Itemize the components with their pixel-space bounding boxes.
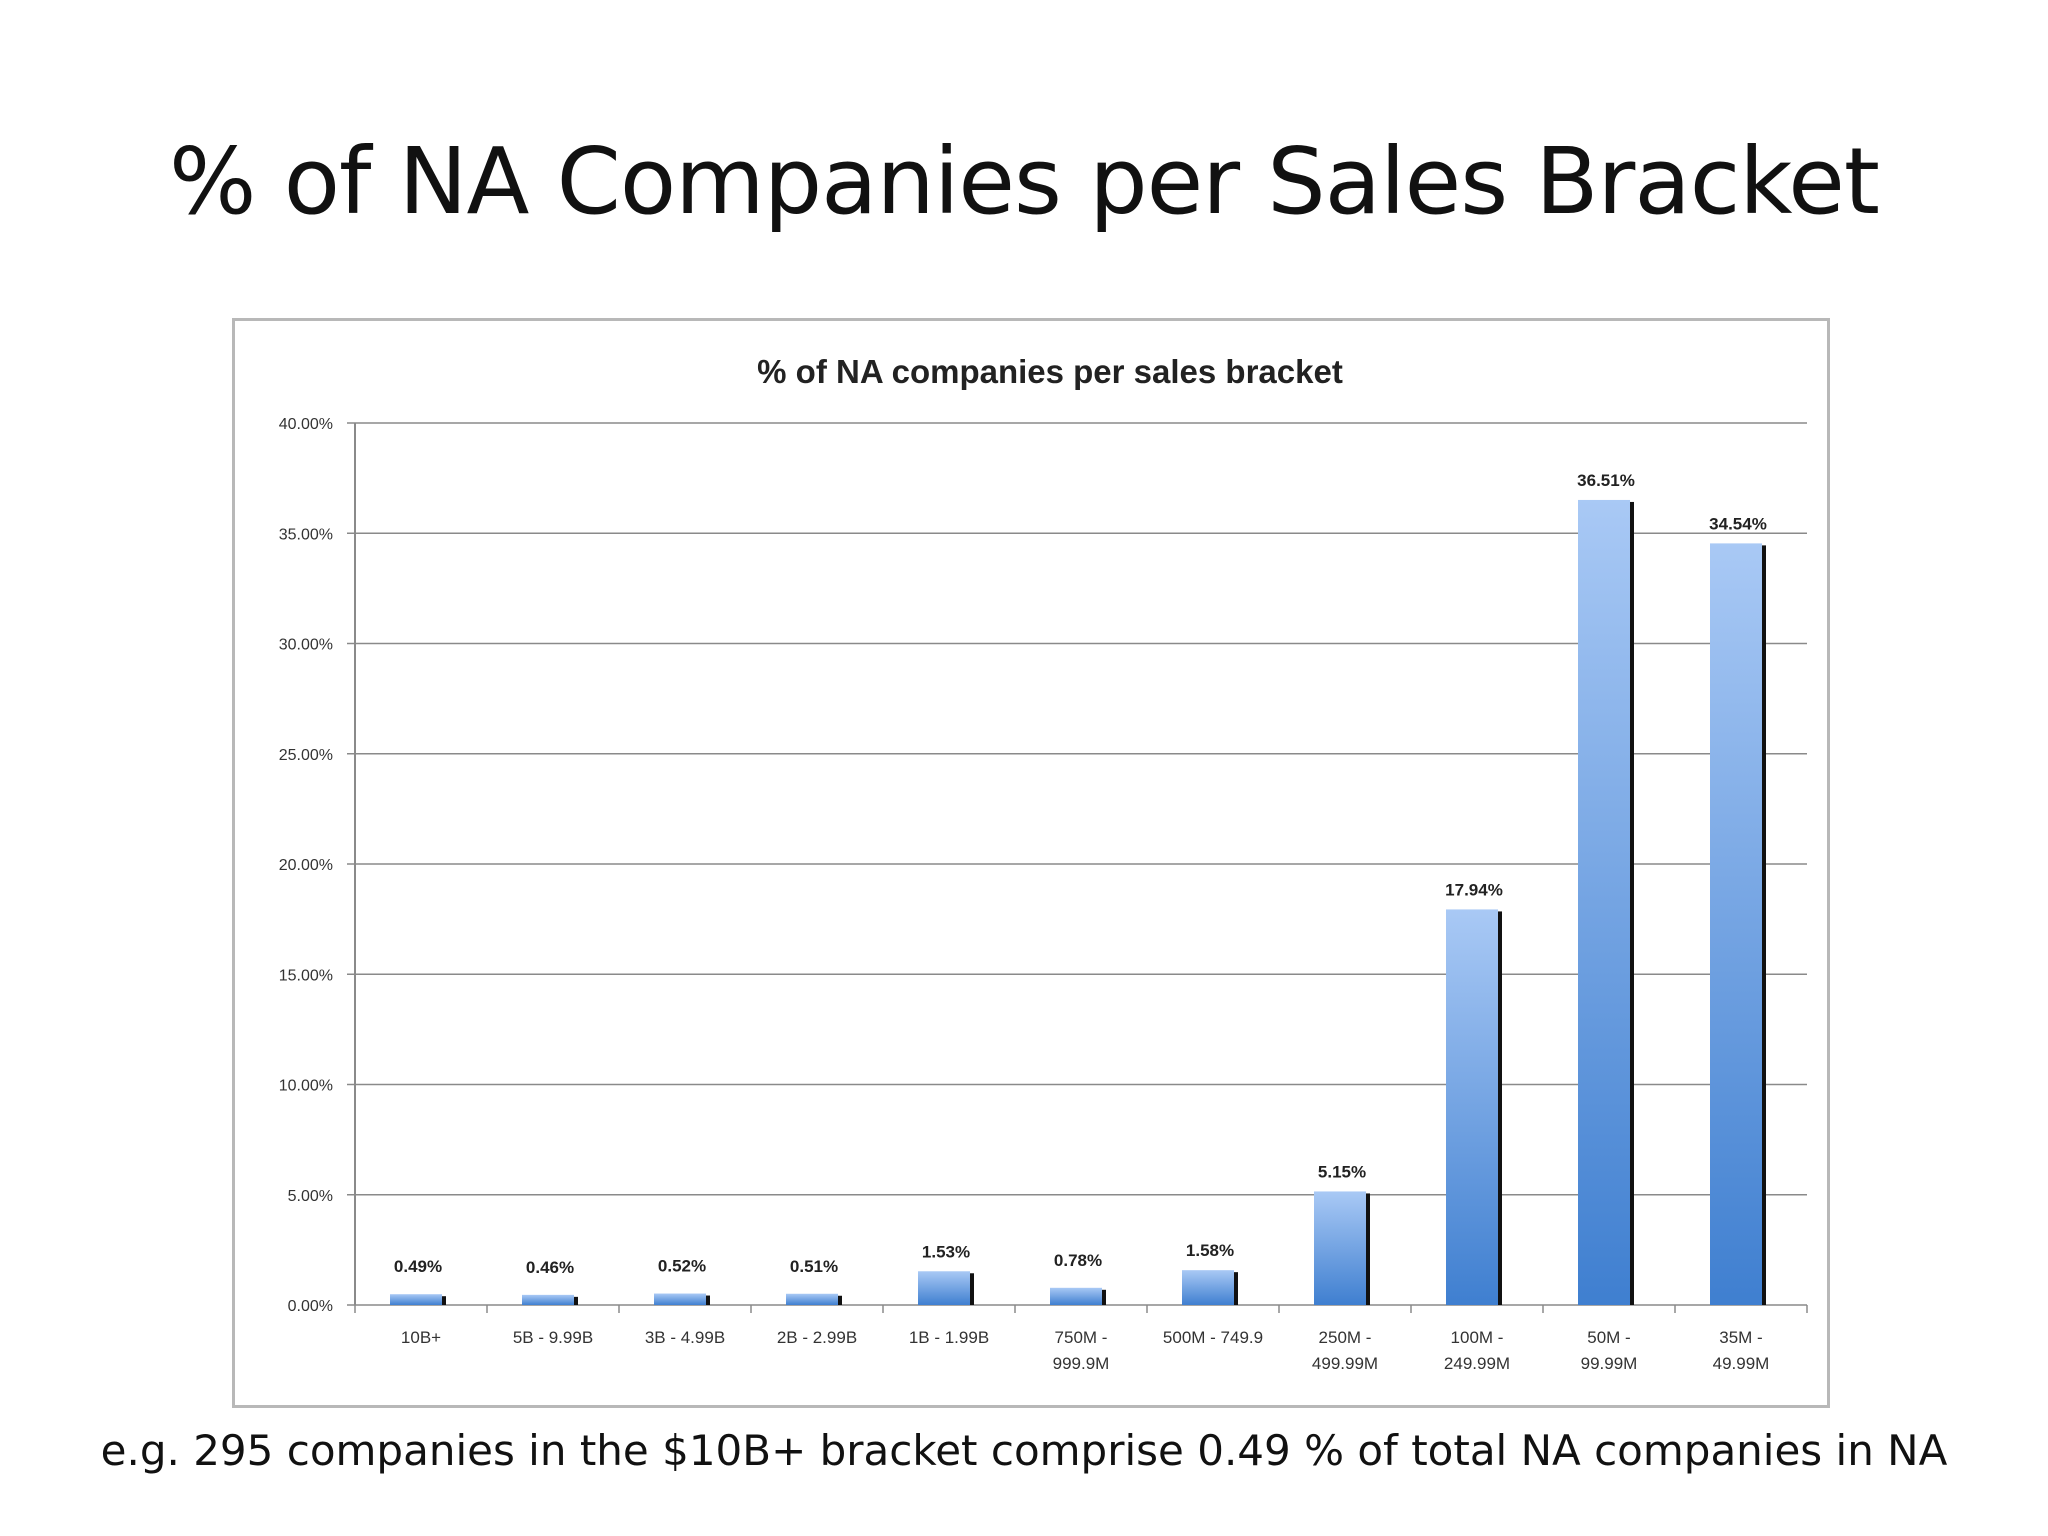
data-label: 17.94% (1445, 880, 1503, 899)
bar (1182, 1270, 1234, 1305)
y-tick-label: 10.00% (279, 1078, 333, 1095)
bar (654, 1293, 706, 1305)
bar (1050, 1287, 1102, 1305)
bar-shadow (574, 1296, 578, 1305)
bar (1710, 543, 1762, 1305)
x-category-label: 750M -999.9M (1053, 1328, 1110, 1373)
data-label: 0.78% (1054, 1251, 1102, 1270)
x-axis-categories: 10B+ 5B - 9.99B 3B - 4.99B 2B - 2.99B 1B - 1… (401, 1328, 1769, 1373)
chart-title: % of NA companies per sales bracket (757, 353, 1343, 390)
y-tick-label: 5.00% (288, 1188, 333, 1205)
y-tick-label: 35.00% (279, 526, 333, 543)
x-category-label: 35M -49.99M (1713, 1328, 1770, 1373)
data-label: 0.52% (658, 1257, 706, 1276)
bar-shadow (442, 1296, 446, 1305)
y-axis-ticks: 0.00% 5.00% 10.00% 15.00% 20.00% 25.00% 30.00%… (279, 416, 333, 1315)
bar-shadow (970, 1273, 974, 1305)
bars (390, 499, 1766, 1306)
bar (1578, 499, 1630, 1306)
data-label: 0.46% (526, 1258, 574, 1277)
y-tick-label: 0.00% (288, 1298, 333, 1315)
data-label: 0.51% (790, 1257, 838, 1276)
x-category-label: 10B+ (401, 1328, 441, 1347)
chart-frame: % of NA companies per sales bracket 0.00… (232, 318, 1830, 1408)
data-label: 5.15% (1318, 1162, 1366, 1181)
bar-chart: % of NA companies per sales bracket 0.00… (279, 353, 1808, 1373)
y-tick-label: 15.00% (279, 967, 333, 984)
y-tick-label: 25.00% (279, 747, 333, 764)
data-label: 1.58% (1186, 1241, 1234, 1260)
bar-shadow (1630, 501, 1634, 1306)
x-category-label: 50M -99.99M (1581, 1328, 1638, 1373)
bar (1314, 1191, 1366, 1305)
data-label: 36.51% (1577, 471, 1635, 490)
gridlines (347, 422, 1808, 1313)
bar-shadow (838, 1295, 842, 1305)
bar (1446, 909, 1498, 1305)
x-category-label: 5B - 9.99B (513, 1328, 593, 1347)
x-category-label: 500M - 749.9 (1163, 1328, 1263, 1347)
bar (786, 1293, 838, 1305)
slide-caption: e.g. 295 companies in the $10B+ bracket … (100, 1426, 1948, 1475)
data-label: 0.49% (394, 1257, 442, 1276)
bar-shadow (1102, 1289, 1106, 1305)
data-label: 1.53% (922, 1242, 970, 1261)
x-category-label: 250M -499.99M (1312, 1328, 1378, 1373)
y-tick-label: 40.00% (279, 416, 333, 433)
bar-shadow (1498, 911, 1502, 1305)
slide-title: % of NA Companies per Sales Bracket (169, 128, 1880, 235)
y-tick-label: 30.00% (279, 637, 333, 654)
x-category-label: 100M -249.99M (1444, 1328, 1510, 1373)
bar (918, 1271, 970, 1305)
x-category-label: 3B - 4.99B (645, 1328, 725, 1347)
y-tick-label: 20.00% (279, 857, 333, 874)
x-category-label: 1B - 1.99B (909, 1328, 989, 1347)
bar (390, 1294, 442, 1305)
x-category-label: 2B - 2.99B (777, 1328, 857, 1347)
bar-shadow (1234, 1272, 1238, 1305)
bar-shadow (706, 1295, 710, 1305)
bar-shadow (1762, 545, 1766, 1305)
data-label: 34.54% (1709, 514, 1767, 533)
bar-shadow (1366, 1193, 1370, 1305)
data-labels: 0.49% 0.46% 0.52% 0.51% 1.53% 0.78% 1.58% 5.15%… (394, 471, 1767, 1277)
bar (522, 1294, 574, 1305)
